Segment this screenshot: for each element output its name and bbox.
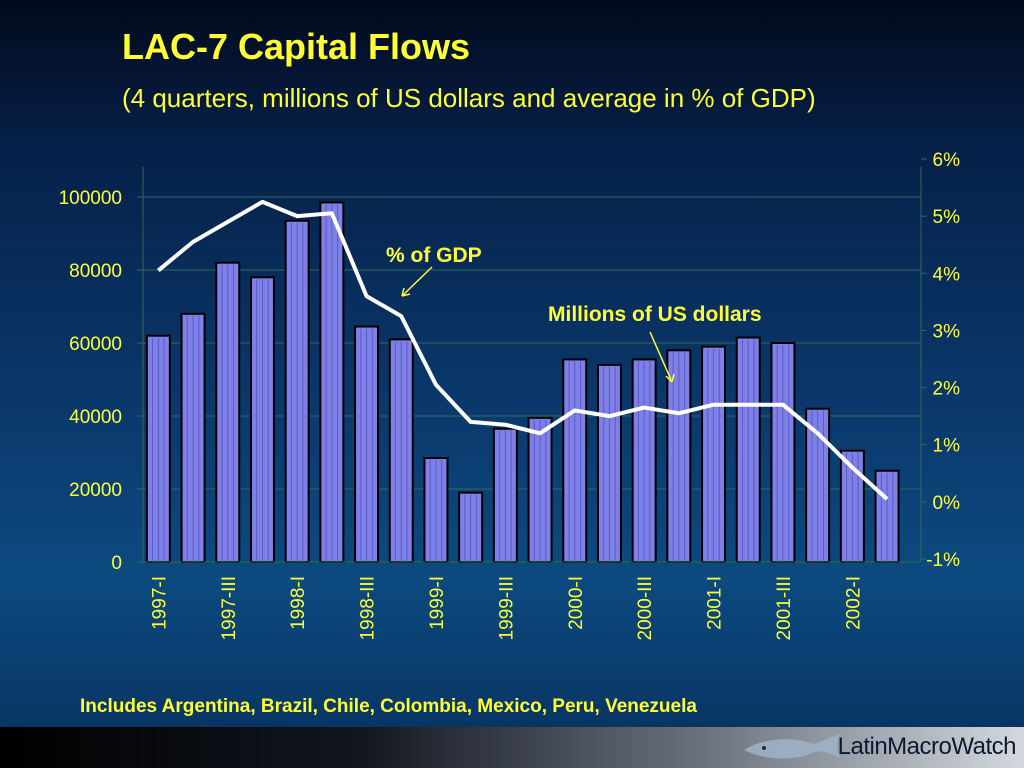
annotation-millions-usd: Millions of US dollars [548,303,762,326]
bar-group [666,349,692,563]
footer-bar [0,727,1024,768]
capital-flows-chart: 0 20000 40000 60000 80000 100000 -1% 0% 1% 2% 3% 4%… [59,150,961,640]
bar-group [562,358,588,563]
x-tick-label: 2000-III [635,576,656,640]
bar-group [701,345,727,563]
annotation-millions-usd-arrowhead [665,373,675,383]
fish-logo-icon [744,734,840,759]
bar-group [596,363,622,563]
y2-tick-label: 6% [933,150,961,171]
y2-tick-label: 1% [933,436,961,457]
bar-group [249,276,275,563]
y-tick-label: 60000 [69,334,122,355]
chart-subtitle: (4 quarters, millions of US dollars and … [122,83,816,113]
bar-group [215,261,241,563]
x-tick-label: 2001-I [705,576,726,630]
bar-group [631,358,657,563]
x-tick-label: 1998-I [288,576,309,630]
y-tick-label: 100000 [59,188,122,209]
bar-group [770,342,796,563]
x-tick-label: 1999-I [427,576,448,630]
annotation-pct-gdp-arrowhead [401,287,411,297]
y-tick-label: 0 [111,553,122,574]
bar-group [458,491,484,563]
bar-group [145,334,171,564]
x-tick-label: 2001-III [774,576,795,640]
bar-group [388,338,414,563]
bar-group [874,469,900,563]
annotations: % of GDP Millions of US dollars [386,244,762,383]
bar-series [145,201,900,564]
x-tick-label: 1997-I [149,576,170,630]
footnote-countries: Includes Argentina, Brazil, Chile, Colom… [80,696,697,717]
axes: 0 20000 40000 60000 80000 100000 -1% 0% 1% 2% 3% 4%… [59,150,961,640]
brand-name: LatinMacroWatch [837,733,1017,760]
x-tick-label: 1998-III [358,576,379,640]
annotation-millions-usd-arrow [649,331,673,383]
gdp-line [157,199,889,501]
bar-group [492,427,518,563]
bar-group [423,456,449,564]
y-tick-label: 40000 [69,407,122,428]
y2-tick-label: 4% [933,264,961,285]
x-tick-label: 2002-I [843,576,864,630]
y2-tick-label: 5% [933,207,961,228]
y-tick-label: 20000 [69,480,122,501]
y-tick-label: 80000 [69,261,122,282]
bar-group [319,201,345,563]
bar-group [180,312,206,563]
x-tick-label: 1997-III [219,576,240,640]
y2-tick-label: 2% [933,379,961,400]
y2-tick-label: 3% [933,321,961,342]
annotation-pct-gdp-arrow [401,266,433,297]
line-series [157,199,889,501]
x-tick-label: 2000-I [566,576,587,630]
x-tick-label: 1999-III [496,576,517,640]
bar-group [527,416,553,564]
y2-tick-label: 0% [933,493,961,514]
bar-group [735,336,761,563]
chart-title: LAC-7 Capital Flows [122,26,471,67]
bar-group [284,219,310,563]
annotation-pct-gdp: % of GDP [386,244,482,267]
bar-group [354,325,380,564]
y2-tick-label: -1% [926,550,960,571]
